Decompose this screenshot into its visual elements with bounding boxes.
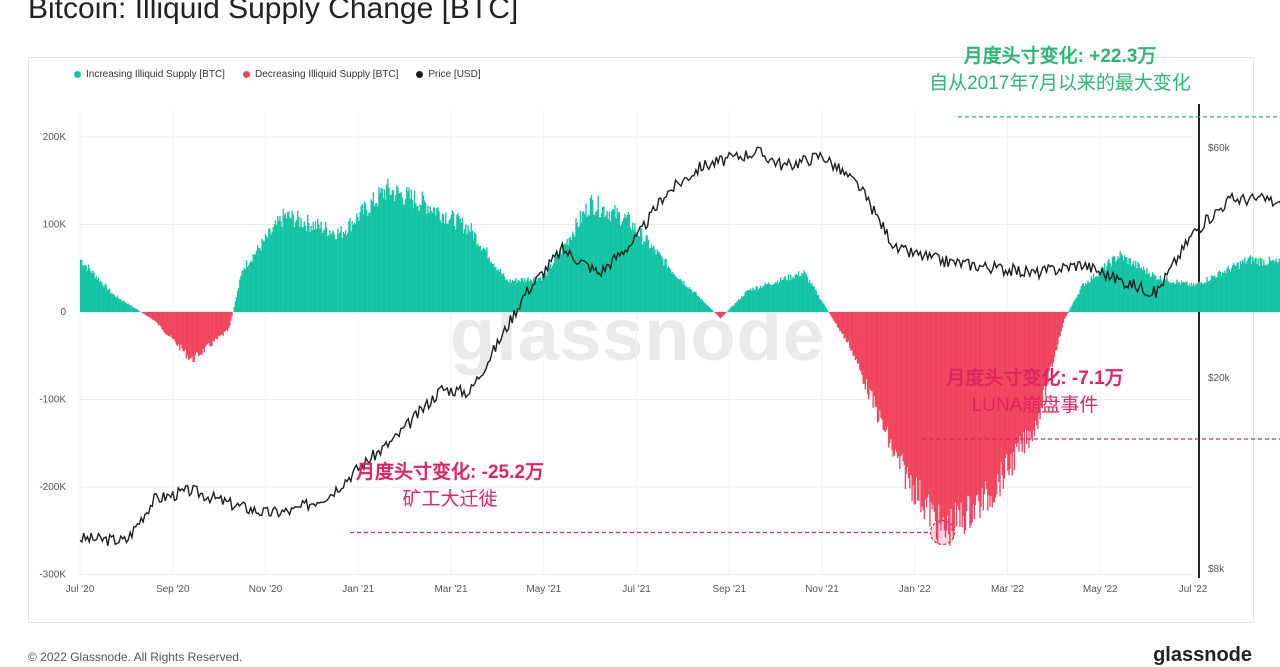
bar-decrease	[726, 312, 727, 313]
x-tick-label: Jul '21	[622, 584, 651, 595]
bar-increase	[827, 310, 828, 312]
annotation-miner-line2: 矿工大迁徙	[320, 484, 580, 511]
y-tick-label: -100K	[39, 395, 66, 406]
x-tick-label: May '22	[1083, 584, 1118, 595]
x-tick-label: Mar '22	[991, 584, 1024, 595]
y-tick-label: -300K	[39, 570, 66, 581]
x-tick-label: Nov '20	[249, 584, 283, 595]
x-tick-label: Jul '22	[1179, 584, 1208, 595]
x-tick-label: Mar '21	[434, 584, 467, 595]
x-tick-label: May '21	[526, 584, 561, 595]
annotation-luna-line1: 月度头寸变化: -7.1万	[920, 363, 1150, 390]
brand-logo: glassnode	[1153, 644, 1252, 667]
annotation-miner-marker	[931, 521, 955, 545]
annotation-luna: 月度头寸变化: -7.1万 LUNA崩盘事件	[920, 363, 1150, 417]
annotation-luna-line2: LUNA崩盘事件	[920, 390, 1150, 417]
x-tick-label: Jul '20	[66, 584, 95, 595]
y-tick-label: 100K	[43, 220, 67, 231]
annotation-top: 月度头寸变化: +22.3万 自从2017年7月以来的最大变化	[900, 41, 1220, 95]
bar-increase	[139, 311, 140, 312]
annotation-top-line1: 月度头寸变化: +22.3万	[900, 41, 1220, 68]
copyright-text: © 2022 Glassnode. All Rights Reserved.	[28, 650, 242, 664]
y-right-tick-label: $8k	[1208, 564, 1225, 575]
x-tick-label: Sep '20	[156, 584, 190, 595]
annotation-miner: 月度头寸变化: -25.2万 矿工大迁徙	[320, 457, 580, 511]
x-tick-label: Jan '21	[342, 584, 374, 595]
bar-increase	[712, 310, 713, 312]
annotation-miner-line1: 月度头寸变化: -25.2万	[320, 457, 580, 484]
y-tick-label: 200K	[43, 132, 67, 143]
bar-decrease	[1067, 312, 1068, 313]
y-tick-label: 0	[60, 307, 66, 318]
x-tick-label: Jan '22	[899, 584, 931, 595]
y-right-tick-label: $60k	[1208, 143, 1231, 154]
annotation-top-line2: 自从2017年7月以来的最大变化	[900, 68, 1220, 95]
y-tick-label: -200K	[39, 482, 66, 493]
x-tick-label: Sep '21	[712, 584, 746, 595]
bar-decrease	[231, 312, 232, 316]
x-tick-label: Nov '21	[805, 584, 839, 595]
y-right-tick-label: $20k	[1208, 373, 1231, 384]
